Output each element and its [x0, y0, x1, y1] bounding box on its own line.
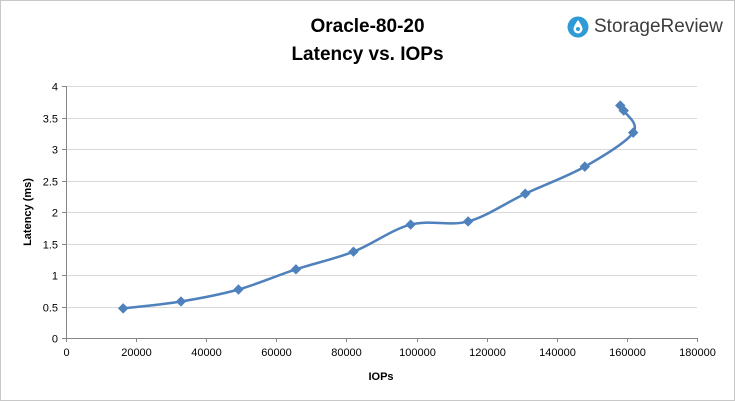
y-tick-label: 1.5 — [43, 240, 58, 252]
x-tick-label: 60000 — [261, 347, 292, 359]
y-axis-label: Latency (ms) — [22, 178, 34, 246]
series-line — [122, 104, 637, 310]
data-point — [117, 303, 129, 314]
data-point — [615, 100, 626, 111]
x-tick-label: 0 — [63, 347, 69, 359]
x-tick-label: 80000 — [331, 347, 362, 359]
gridlines — [66, 86, 697, 308]
chart-subtitle: Latency vs. IOPs — [291, 44, 444, 65]
x-tick-labels: 0 20000 40000 60000 80000 100000 120000 140000 1… — [63, 347, 715, 359]
data-point — [579, 161, 591, 172]
chart-title: Oracle-80-20 — [310, 16, 425, 37]
y-tick-label: 3.5 — [43, 114, 58, 126]
data-point — [520, 188, 531, 199]
x-tick-label: 160000 — [609, 347, 646, 359]
storagereview-drop-icon — [567, 16, 589, 38]
y-tick-label: 3 — [52, 145, 58, 157]
x-tick-label: 40000 — [191, 347, 222, 359]
logo-text: StorageReview — [594, 16, 723, 37]
y-tick-label: 4 — [52, 82, 58, 94]
data-point — [290, 264, 302, 275]
axes — [62, 86, 698, 342]
data-point — [405, 219, 416, 230]
y-tick-label: 2 — [52, 208, 58, 220]
data-point — [627, 127, 639, 138]
x-tick-label: 140000 — [539, 347, 576, 359]
y-tick-label: 1 — [52, 271, 58, 283]
x-tick-label: 180000 — [679, 347, 716, 359]
y-tick-label: 0.5 — [43, 303, 58, 315]
y-tick-labels: 0 0.5 1 1.5 2 2.5 3 3.5 4 — [43, 82, 58, 346]
y-tick-label: 2.5 — [43, 177, 58, 189]
x-tick-label: 100000 — [399, 347, 436, 359]
data-point — [348, 246, 359, 257]
x-axis-label: IOPs — [368, 371, 393, 383]
y-tick-label: 0 — [52, 334, 58, 346]
storagereview-logo: StorageReview — [567, 14, 723, 40]
data-point — [462, 216, 474, 227]
x-tick-label: 120000 — [469, 347, 506, 359]
data-point — [175, 296, 187, 307]
series — [117, 100, 639, 314]
x-tick-label: 20000 — [121, 347, 152, 359]
data-point — [233, 284, 244, 295]
